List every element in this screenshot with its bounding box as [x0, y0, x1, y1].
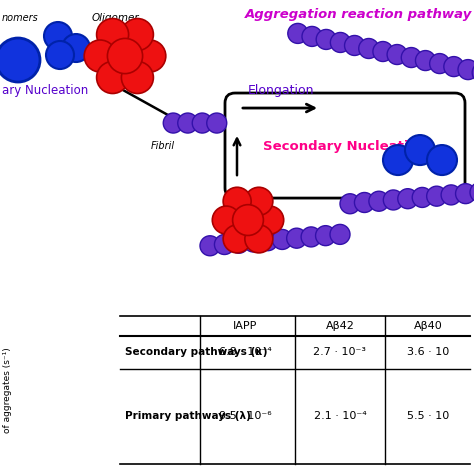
Text: 5.5 · 10: 5.5 · 10 [407, 411, 449, 421]
Circle shape [121, 62, 154, 93]
Circle shape [134, 40, 166, 72]
Circle shape [427, 186, 447, 206]
Circle shape [258, 231, 278, 251]
Circle shape [456, 183, 474, 204]
Circle shape [316, 226, 336, 246]
Circle shape [412, 187, 432, 208]
Text: Aggregation reaction pathway of IAPP: Aggregation reaction pathway of IAPP [245, 8, 474, 21]
Circle shape [441, 185, 461, 205]
Circle shape [415, 51, 436, 71]
Circle shape [178, 113, 198, 133]
Circle shape [245, 225, 273, 253]
Circle shape [302, 27, 322, 46]
Text: 2.1 · 10⁻⁴: 2.1 · 10⁻⁴ [314, 411, 366, 421]
Circle shape [97, 18, 128, 51]
Text: 3.6 · 10: 3.6 · 10 [407, 347, 449, 357]
Circle shape [359, 38, 379, 58]
Circle shape [470, 182, 474, 202]
Text: of aggregates (s⁻¹): of aggregates (s⁻¹) [3, 347, 12, 433]
Circle shape [272, 229, 292, 249]
Circle shape [330, 32, 350, 53]
Text: Secondary Nucleation: Secondary Nucleation [263, 139, 427, 153]
Circle shape [108, 38, 143, 73]
Circle shape [383, 190, 403, 210]
Circle shape [458, 60, 474, 80]
Circle shape [233, 205, 264, 236]
Circle shape [121, 18, 154, 51]
Circle shape [223, 225, 251, 253]
Text: Aβ42: Aβ42 [326, 321, 355, 331]
Text: IAPP: IAPP [233, 321, 257, 331]
Circle shape [398, 189, 418, 209]
Circle shape [330, 224, 350, 245]
Text: nomers: nomers [2, 13, 39, 23]
Circle shape [192, 113, 212, 133]
Circle shape [405, 135, 435, 165]
Circle shape [345, 36, 365, 55]
Circle shape [387, 45, 407, 64]
Circle shape [288, 23, 308, 44]
Circle shape [46, 41, 74, 69]
Circle shape [255, 206, 284, 234]
Text: Oligomer: Oligomer [91, 13, 139, 23]
Circle shape [472, 63, 474, 82]
Text: Secondary pathways (κ): Secondary pathways (κ) [125, 347, 267, 357]
Text: Fibril: Fibril [151, 141, 175, 151]
Text: Primary pathways (λ): Primary pathways (λ) [125, 411, 251, 421]
Text: Aβ40: Aβ40 [414, 321, 442, 331]
Circle shape [163, 113, 183, 133]
Circle shape [429, 54, 450, 73]
Text: 9.5 · 10⁻⁶: 9.5 · 10⁻⁶ [219, 411, 271, 421]
Text: Elongation: Elongation [248, 83, 315, 97]
Circle shape [223, 187, 251, 215]
Circle shape [62, 34, 90, 62]
Circle shape [383, 145, 413, 175]
Circle shape [444, 56, 464, 77]
Circle shape [200, 236, 220, 256]
Circle shape [369, 191, 389, 211]
Text: 6.8 · 10⁻⁴: 6.8 · 10⁻⁴ [219, 347, 272, 357]
Circle shape [401, 47, 421, 67]
Circle shape [84, 40, 116, 72]
Circle shape [340, 194, 360, 214]
Text: 2.7 · 10⁻³: 2.7 · 10⁻³ [313, 347, 366, 357]
Circle shape [243, 232, 264, 252]
Circle shape [301, 227, 321, 247]
Circle shape [427, 145, 457, 175]
Circle shape [212, 206, 240, 234]
Circle shape [0, 38, 40, 82]
Circle shape [44, 22, 72, 50]
Circle shape [316, 29, 336, 49]
Circle shape [97, 62, 128, 93]
Circle shape [207, 113, 227, 133]
Circle shape [214, 235, 235, 255]
Circle shape [355, 192, 374, 212]
Circle shape [229, 233, 249, 253]
Circle shape [245, 187, 273, 215]
Circle shape [287, 228, 307, 248]
Text: ary Nucleation: ary Nucleation [2, 83, 88, 97]
Circle shape [373, 42, 393, 62]
